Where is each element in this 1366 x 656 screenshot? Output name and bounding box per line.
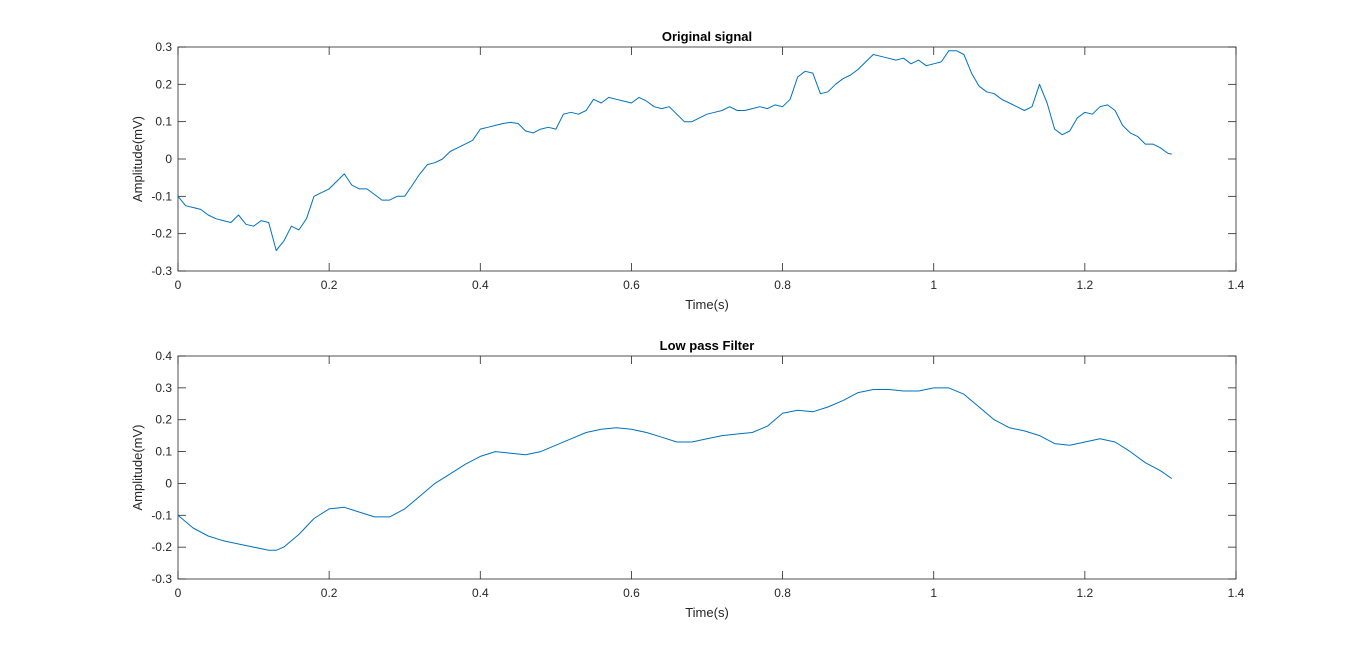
x-tick-label: 0: [175, 278, 182, 292]
y-tick-label: -0.2: [151, 540, 172, 554]
series-line: [177, 50, 1172, 251]
chart-2: 0 0.2 0.4 0.6 0.8 1 1.2 1.4 -0.3 -0.2 -0.1 0 0.1 0.2 0…: [130, 338, 1245, 620]
x-tick-label: 0: [175, 586, 182, 600]
y-tick-label: -0.3: [151, 264, 172, 278]
y-tick-label: -0.3: [151, 572, 172, 586]
x-tick-label: 1.2: [1077, 278, 1094, 292]
y-tick-label: 0.2: [155, 413, 172, 427]
y-tick-label: 0: [165, 152, 172, 166]
chart-title: Low pass Filter: [660, 338, 755, 353]
x-axis-label: Time(s): [685, 605, 729, 620]
x-tick-label: 0.6: [623, 278, 640, 292]
y-tick-label: 0.1: [155, 445, 172, 459]
chart-1: 0 0.2 0.4 0.6 0.8 1 1.2 1.4 -0.3 -0.2 -0.1 0 0.1 0.2 0…: [130, 29, 1245, 312]
x-axis-label: Time(s): [685, 297, 729, 312]
plot-area: [177, 355, 1237, 580]
x-tick-label: 0.8: [774, 586, 791, 600]
x-tick-label: 0.6: [623, 586, 640, 600]
y-tick-label: -0.2: [151, 227, 172, 241]
x-tick-label: 1.4: [1228, 586, 1245, 600]
y-axis-label: Amplitude(mV): [130, 116, 145, 202]
plot-area: [177, 46, 1237, 272]
y-axis-label: Amplitude(mV): [130, 425, 145, 511]
x-tick-label: 1.4: [1228, 278, 1245, 292]
x-tick-label: 0.2: [321, 278, 338, 292]
series-line: [177, 387, 1173, 551]
y-tick-label: -0.1: [151, 189, 172, 203]
x-tick-label: 0.2: [321, 586, 338, 600]
x-tick-label: 0.4: [472, 278, 489, 292]
y-tick-label: 0.3: [155, 381, 172, 395]
y-tick-label: 0.4: [155, 349, 172, 363]
x-tick-label: 1: [930, 586, 937, 600]
x-tick-label: 1: [930, 278, 937, 292]
x-tick-label: 0.4: [472, 586, 489, 600]
y-tick-label: 0: [165, 476, 172, 490]
y-tick-label: 0.1: [155, 115, 172, 129]
y-tick-label: 0.3: [155, 40, 172, 54]
x-tick-label: 1.2: [1077, 586, 1094, 600]
x-tick-label: 0.8: [774, 278, 791, 292]
chart-title: Original signal: [662, 29, 752, 44]
y-tick-label: 0.2: [155, 77, 172, 91]
y-tick-label: -0.1: [151, 508, 172, 522]
